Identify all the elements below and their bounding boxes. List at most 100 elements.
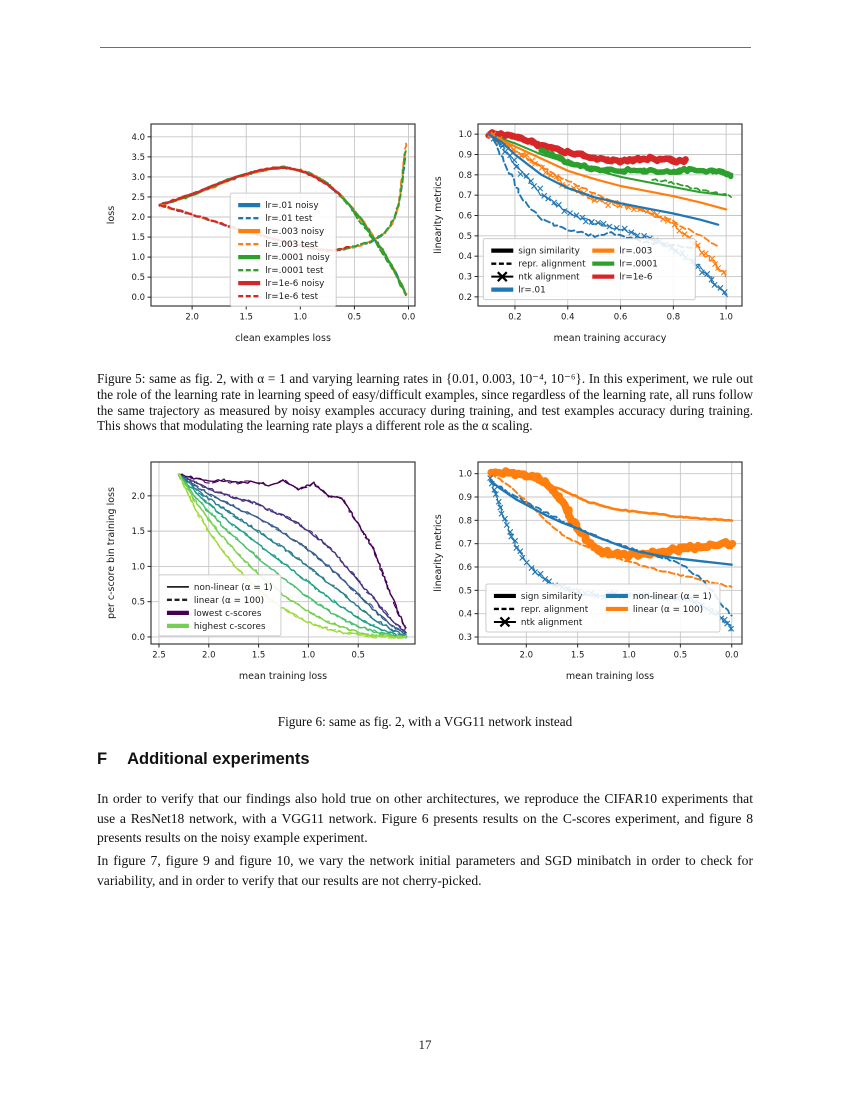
svg-text:0.4: 0.4 [458, 252, 472, 262]
svg-text:0.2: 0.2 [508, 313, 522, 323]
svg-text:ntk alignment: ntk alignment [518, 273, 580, 283]
svg-text:per c-score bin training loss: per c-score bin training loss [106, 487, 117, 619]
svg-text:lr=.01 noisy: lr=.01 noisy [265, 201, 318, 211]
svg-text:non-linear (α = 1): non-linear (α = 1) [194, 583, 273, 593]
svg-text:0.2: 0.2 [458, 293, 472, 303]
svg-text:0.8: 0.8 [667, 313, 681, 323]
svg-text:highest c-scores: highest c-scores [194, 622, 266, 632]
svg-text:lr=.003: lr=.003 [619, 247, 652, 257]
svg-text:linearity metrics: linearity metrics [433, 176, 444, 253]
svg-text:1.0: 1.0 [294, 313, 308, 323]
svg-text:0.5: 0.5 [458, 232, 472, 242]
svg-text:1.0: 1.0 [719, 313, 733, 323]
svg-text:1.5: 1.5 [239, 313, 253, 323]
svg-text:1.5: 1.5 [131, 527, 145, 537]
svg-text:0.5: 0.5 [351, 651, 365, 661]
svg-text:lr=1e-6 test: lr=1e-6 test [265, 292, 318, 302]
svg-text:linear (α = 100): linear (α = 100) [194, 596, 264, 606]
svg-text:loss: loss [106, 206, 117, 224]
svg-text:0.0: 0.0 [402, 313, 416, 323]
svg-text:clean examples loss: clean examples loss [235, 333, 331, 344]
svg-text:1.5: 1.5 [571, 651, 585, 661]
svg-text:1.5: 1.5 [252, 651, 266, 661]
svg-text:0.4: 0.4 [561, 313, 575, 323]
svg-text:2.0: 2.0 [520, 651, 534, 661]
svg-text:lr=1e-6: lr=1e-6 [619, 273, 653, 283]
chart-svg: 0.2 0.4 0.6 0.8 1.0 0.2 0.3 0.4 0.5 0.6 0.7 0.8 0.9 1… [433, 123, 743, 344]
svg-text:lr=.01: lr=.01 [518, 286, 545, 296]
figure6-cscore-chart: 2.5 2.0 1.5 1.0 0.5 0.0 0.5 1.0 1.5 2.0 mean train… [103, 450, 423, 688]
svg-text:lr=1e-6 noisy: lr=1e-6 noisy [265, 279, 324, 289]
figure5-loss-chart: 2.0 1.5 1.0 0.5 0.0 0.0 0.5 1.0 1.5 2.0 2.5 3.0 3.5 4… [103, 112, 423, 350]
svg-text:sign similarity: sign similarity [518, 247, 580, 257]
svg-text:4.0: 4.0 [131, 133, 145, 143]
svg-text:lr=.0001: lr=.0001 [619, 260, 658, 270]
svg-text:1.0: 1.0 [131, 253, 145, 263]
svg-text:linear (α = 100): linear (α = 100) [633, 605, 703, 615]
svg-text:2.0: 2.0 [131, 213, 145, 223]
figure5-linearity-chart: 0.2 0.4 0.6 0.8 1.0 0.2 0.3 0.4 0.5 0.6 0.7 0.8 0.9 1… [430, 112, 750, 350]
svg-text:1.0: 1.0 [458, 470, 472, 480]
svg-text:0.6: 0.6 [614, 313, 628, 323]
section-heading: F Additional experiments [97, 750, 310, 769]
svg-text:0.7: 0.7 [458, 540, 472, 550]
svg-text:0.5: 0.5 [131, 273, 145, 283]
svg-text:mean training loss: mean training loss [239, 671, 327, 682]
svg-text:sign similarity: sign similarity [521, 592, 583, 602]
svg-text:2.5: 2.5 [131, 193, 145, 203]
chart-svg: 2.5 2.0 1.5 1.0 0.5 0.0 0.5 1.0 1.5 2.0 mean train… [106, 461, 416, 682]
section-label: F [97, 750, 108, 768]
page-number: 17 [418, 1037, 432, 1052]
svg-text:1.0: 1.0 [302, 651, 316, 661]
svg-text:0.5: 0.5 [131, 598, 145, 608]
svg-text:0.0: 0.0 [131, 293, 145, 303]
svg-text:0.6: 0.6 [458, 563, 472, 573]
svg-text:repr. alignment: repr. alignment [521, 605, 589, 615]
svg-text:1.5: 1.5 [131, 233, 145, 243]
body-paragraph-1: In order to verify that our findings als… [97, 791, 753, 845]
svg-text:0.9: 0.9 [458, 151, 472, 161]
svg-text:0.8: 0.8 [458, 171, 472, 181]
svg-text:0.5: 0.5 [674, 651, 688, 661]
svg-text:1.0: 1.0 [622, 651, 636, 661]
svg-text:lr=.003 noisy: lr=.003 noisy [265, 227, 324, 237]
svg-text:ntk alignment: ntk alignment [521, 618, 583, 628]
svg-text:linearity metrics: linearity metrics [433, 514, 444, 591]
chart-svg: 2.0 1.5 1.0 0.5 0.0 0.0 0.5 1.0 1.5 2.0 2.5 3.0 3.5 4… [106, 123, 416, 344]
section-title: Additional experiments [127, 750, 310, 768]
svg-text:1.0: 1.0 [458, 130, 472, 140]
figure6-linearity-chart: 2.0 1.5 1.0 0.5 0.0 0.3 0.4 0.5 0.6 0.7 0.8 0.9 1.0 m… [430, 450, 750, 688]
svg-text:0.9: 0.9 [458, 493, 472, 503]
svg-text:lr=.003 test: lr=.003 test [265, 240, 318, 250]
svg-text:mean training loss: mean training loss [566, 671, 654, 682]
body-paragraph-2: In figure 7, figure 9 and figure 10, we … [97, 853, 753, 888]
svg-text:2.0: 2.0 [131, 492, 145, 502]
svg-text:non-linear (α = 1): non-linear (α = 1) [633, 592, 712, 602]
svg-text:lr=.0001 noisy: lr=.0001 noisy [265, 253, 330, 263]
svg-text:0.3: 0.3 [458, 273, 472, 283]
header-rule [100, 47, 751, 48]
svg-text:0.8: 0.8 [458, 516, 472, 526]
figure6-caption: Figure 6: same as fig. 2, with a VGG11 n… [277, 714, 573, 729]
svg-text:0.7: 0.7 [458, 191, 472, 201]
chart-svg: 2.0 1.5 1.0 0.5 0.0 0.3 0.4 0.5 0.6 0.7 0.8 0.9 1.0 m… [433, 461, 743, 682]
svg-text:2.5: 2.5 [152, 651, 166, 661]
svg-text:mean training accuracy: mean training accuracy [554, 333, 667, 344]
svg-text:lowest c-scores: lowest c-scores [194, 609, 262, 619]
svg-text:0.3: 0.3 [458, 633, 472, 643]
svg-text:0.5: 0.5 [458, 586, 472, 596]
svg-text:3.0: 3.0 [131, 173, 145, 183]
svg-text:2.0: 2.0 [185, 313, 199, 323]
svg-text:0.5: 0.5 [348, 313, 362, 323]
figure5-caption: Figure 5: same as fig. 2, with α = 1 and… [97, 371, 753, 434]
svg-text:2.0: 2.0 [202, 651, 216, 661]
svg-text:0.6: 0.6 [458, 212, 472, 222]
svg-text:0.4: 0.4 [458, 610, 472, 620]
svg-text:3.5: 3.5 [131, 153, 145, 163]
svg-text:0.0: 0.0 [725, 651, 739, 661]
svg-text:0.0: 0.0 [131, 633, 145, 643]
svg-text:lr=.0001 test: lr=.0001 test [265, 266, 324, 276]
svg-text:lr=.01 test: lr=.01 test [265, 214, 313, 224]
svg-text:repr. alignment: repr. alignment [518, 260, 586, 270]
